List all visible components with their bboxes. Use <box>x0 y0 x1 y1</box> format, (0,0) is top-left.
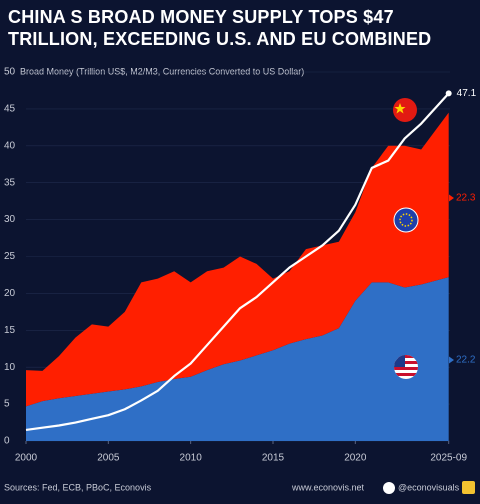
area <box>26 112 449 407</box>
x-icon <box>383 482 395 494</box>
x-tick-label: 2015 <box>262 453 285 464</box>
y-tick-label: 45 <box>4 104 16 115</box>
x-tick-label: 2000 <box>15 453 38 464</box>
y-tick-label: 50 <box>4 67 16 78</box>
end-label: 47.1 <box>457 88 477 99</box>
end-marker <box>449 194 454 202</box>
handle: @econovisuals <box>398 482 460 492</box>
x-tick-label: 2025-09 <box>430 453 467 464</box>
end-marker <box>449 356 454 364</box>
line <box>25 92 450 432</box>
end-label: 22.3 <box>456 193 476 204</box>
logo <box>462 481 475 494</box>
end-point <box>445 90 452 97</box>
china-flag <box>393 98 417 122</box>
us-flag <box>394 355 418 379</box>
x-tick-label: 2005 <box>97 453 120 464</box>
area <box>26 277 449 441</box>
y-tick-label: 15 <box>4 325 16 336</box>
y-tick-label: 25 <box>4 251 16 262</box>
source: Sources: Fed, ECB, PBoC, Econovis <box>4 482 152 492</box>
y-tick-label: 0 <box>4 436 10 447</box>
chart-title: CHINA S BROAD MONEY SUPPLY TOPS $47 TRIL… <box>8 7 432 49</box>
y-tick-label: 30 <box>4 214 16 225</box>
y-tick-label: 20 <box>4 288 16 299</box>
subtitle: Broad Money (Trillion US$, M2/M3, Curren… <box>20 66 304 76</box>
y-tick-label: 5 <box>4 399 10 410</box>
eu-flag <box>393 207 419 233</box>
x-tick-label: 2020 <box>344 453 367 464</box>
y-tick-label: 10 <box>4 362 16 373</box>
y-tick-label: 35 <box>4 177 16 188</box>
website: www.econovis.net <box>291 482 365 492</box>
x-tick-label: 2010 <box>180 453 203 464</box>
end-label: 22.2 <box>456 355 476 366</box>
y-tick-label: 40 <box>4 140 16 151</box>
